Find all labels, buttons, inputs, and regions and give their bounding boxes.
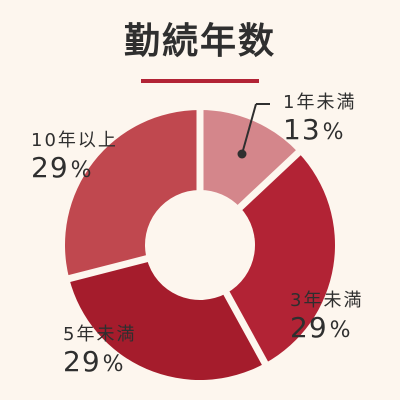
slice-value: 29 bbox=[31, 151, 69, 184]
slice-percent: 13% bbox=[283, 114, 356, 149]
slice-category: 5年未満 bbox=[63, 324, 137, 345]
slice-label-3: 5年未満 29% bbox=[63, 324, 136, 381]
callout-leader-line bbox=[241, 103, 257, 155]
slice-label-4: 10年以上 29% bbox=[31, 130, 118, 187]
slice-category: 10年以上 bbox=[31, 130, 118, 151]
chart-title: 勤続年数 bbox=[123, 21, 276, 62]
donut-slice-1 bbox=[200, 110, 299, 208]
slice-percent: 29% bbox=[31, 152, 118, 187]
slice-label-1: 1年未満 13% bbox=[283, 92, 356, 149]
slice-percent: 29% bbox=[290, 312, 363, 347]
donut-slices bbox=[65, 107, 335, 380]
callout-leader-dot bbox=[237, 149, 247, 159]
slice-separator bbox=[221, 288, 270, 368]
slice-unit: % bbox=[102, 352, 125, 377]
donut-slice-3 bbox=[69, 258, 266, 380]
slice-percent: 29% bbox=[63, 346, 136, 381]
slice-value: 29 bbox=[63, 345, 101, 378]
donut-slice-4 bbox=[65, 110, 201, 279]
slice-value: 29 bbox=[290, 311, 328, 344]
slice-category: 3年未満 bbox=[290, 290, 364, 311]
slice-value: 13 bbox=[283, 113, 321, 146]
slice-category: 1年未満 bbox=[283, 92, 357, 113]
slice-unit: % bbox=[70, 158, 93, 183]
slice-separator bbox=[65, 254, 151, 283]
title-underline bbox=[141, 79, 259, 83]
slice-separator bbox=[235, 147, 303, 212]
donut-slice-2 bbox=[226, 152, 335, 364]
slice-label-2: 3年未満 29% bbox=[290, 290, 363, 347]
slice-unit: % bbox=[329, 318, 352, 343]
slice-unit: % bbox=[322, 120, 345, 145]
callout-leader bbox=[237, 103, 270, 159]
